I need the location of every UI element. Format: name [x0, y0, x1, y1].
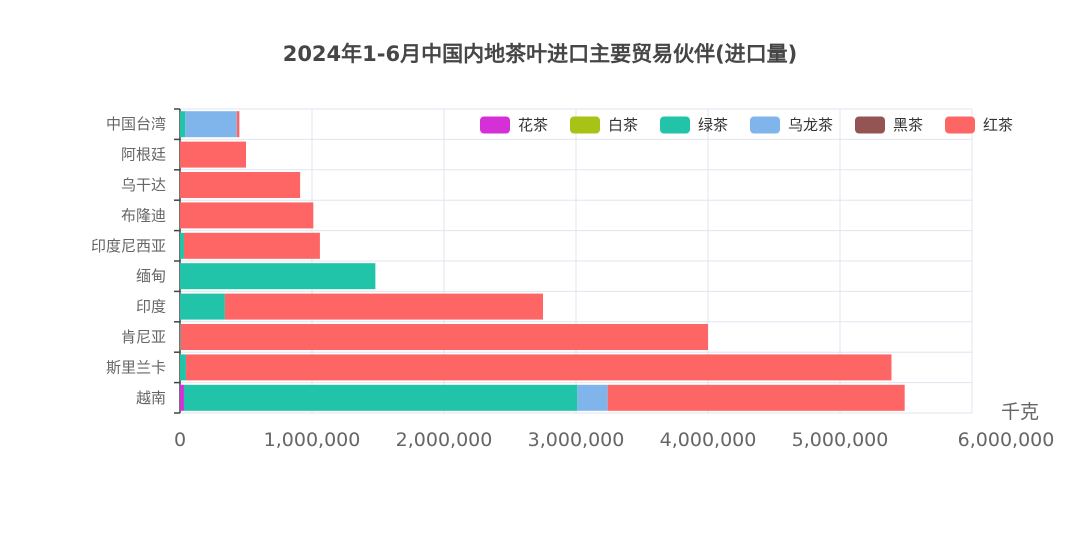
bar-segment	[180, 141, 246, 168]
category-label: 乌干达	[121, 176, 166, 194]
category-label: 印度尼西亚	[91, 237, 166, 255]
axes	[174, 108, 181, 414]
category-label: 越南	[136, 389, 166, 407]
bar-segment	[180, 293, 225, 320]
x-tick-label: 4,000,000	[660, 429, 757, 451]
bar-segment	[180, 324, 181, 350]
x-tick-label: 0	[174, 429, 186, 451]
bar-segment	[180, 324, 708, 350]
bar-segment	[183, 232, 320, 259]
grid	[179, 108, 973, 414]
x-tick-label: 5,000,000	[792, 429, 889, 451]
chart-title: 2024年1-6月中国内地茶叶进口主要贸易伙伴(进口量)	[282, 42, 798, 66]
x-axis-unit-label: 千克	[1001, 401, 1039, 423]
x-tick-label: 2,000,000	[396, 429, 493, 451]
legend-item[interactable]: 乌龙茶	[750, 116, 833, 134]
x-tick-label: 6,000,000	[958, 429, 1055, 451]
category-label: 肯尼亚	[121, 328, 166, 346]
legend-item[interactable]: 花茶	[480, 116, 548, 134]
bar-segment	[180, 232, 184, 259]
legend-swatch	[480, 116, 510, 134]
category-label: 中国台湾	[106, 115, 166, 133]
bar-segment	[185, 354, 892, 381]
legend-swatch	[660, 116, 690, 134]
axis-labels: 越南 斯里兰卡 肯尼亚 印度 缅甸 印度尼西亚 布隆迪 乌干达 阿根廷 中国台湾 0 1,000,00…	[91, 115, 1054, 451]
bar-segment	[224, 293, 543, 320]
legend[interactable]: 花茶 白茶 绿茶 乌龙茶 黑茶 红茶	[480, 116, 1013, 134]
bar-segment	[180, 354, 186, 381]
bar-segment	[180, 111, 186, 138]
legend-label: 红茶	[983, 116, 1013, 134]
x-tick-label: 1,000,000	[264, 429, 361, 451]
category-label: 布隆迪	[121, 206, 166, 224]
category-label: 阿根廷	[121, 146, 166, 164]
category-label: 印度	[136, 298, 166, 316]
bar-segment	[180, 384, 184, 411]
bar-segment	[180, 263, 376, 290]
legend-swatch	[750, 116, 780, 134]
legend-label: 乌龙茶	[788, 116, 833, 134]
bar-segment	[607, 384, 905, 411]
category-label: 斯里兰卡	[106, 358, 166, 376]
legend-label: 花茶	[518, 116, 548, 134]
bars	[180, 111, 905, 411]
legend-item[interactable]: 白茶	[570, 116, 638, 134]
legend-swatch	[945, 116, 975, 134]
x-tick-label: 3,000,000	[528, 429, 625, 451]
legend-swatch	[570, 116, 600, 134]
legend-item[interactable]: 红茶	[945, 116, 1013, 134]
legend-item[interactable]: 绿茶	[660, 116, 728, 134]
legend-label: 绿茶	[698, 116, 728, 134]
bar-segment	[185, 111, 237, 138]
legend-label: 黑茶	[893, 116, 923, 134]
bar-segment	[236, 111, 240, 138]
legend-label: 白茶	[608, 116, 638, 134]
legend-swatch	[855, 116, 885, 134]
category-label: 缅甸	[136, 267, 166, 285]
bar-segment	[183, 384, 578, 411]
bar-segment	[180, 202, 314, 229]
legend-item[interactable]: 黑茶	[855, 116, 923, 134]
bar-segment	[180, 172, 301, 198]
bar-segment	[577, 384, 608, 411]
